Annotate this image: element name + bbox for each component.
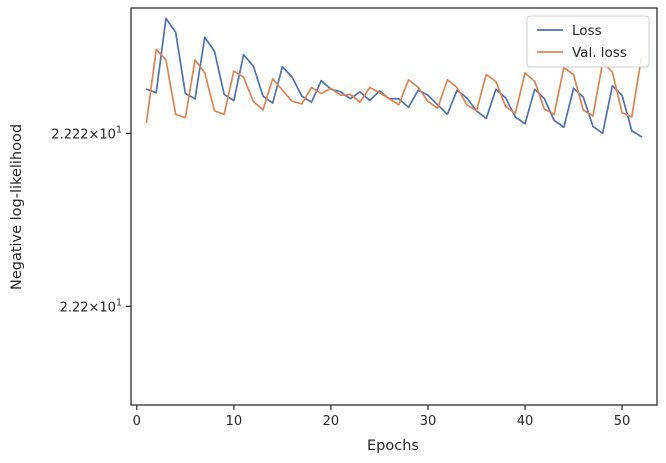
plot-frame bbox=[130, 7, 658, 406]
legend-label: Val. loss bbox=[572, 45, 627, 61]
series-lines bbox=[145, 17, 643, 138]
plot-area bbox=[131, 8, 657, 405]
x-tick-label: 0 bbox=[133, 414, 141, 429]
y-axis-label: Negative log-likelihood bbox=[9, 124, 25, 290]
legend-box bbox=[526, 15, 650, 68]
series-line-loss bbox=[145, 17, 643, 138]
y-tick-label: 2.22×101 bbox=[60, 297, 122, 315]
x-tick-label: 10 bbox=[226, 414, 243, 429]
x-tick-label: 30 bbox=[420, 414, 437, 429]
x-tick-label: 40 bbox=[517, 414, 534, 429]
x-axis-label: Epochs bbox=[367, 438, 419, 454]
y-tick-label: 2.222×101 bbox=[51, 124, 122, 142]
legend: Loss Val. loss bbox=[526, 15, 650, 68]
x-tick-label: 20 bbox=[323, 414, 340, 429]
plot-background bbox=[131, 8, 657, 405]
legend-label: Loss bbox=[572, 23, 602, 39]
x-tick-label: 50 bbox=[614, 414, 631, 429]
axes: 010203040502.22×1012.222×1012.224×1012.2… bbox=[51, 7, 658, 429]
series-line-val-loss bbox=[145, 48, 643, 123]
